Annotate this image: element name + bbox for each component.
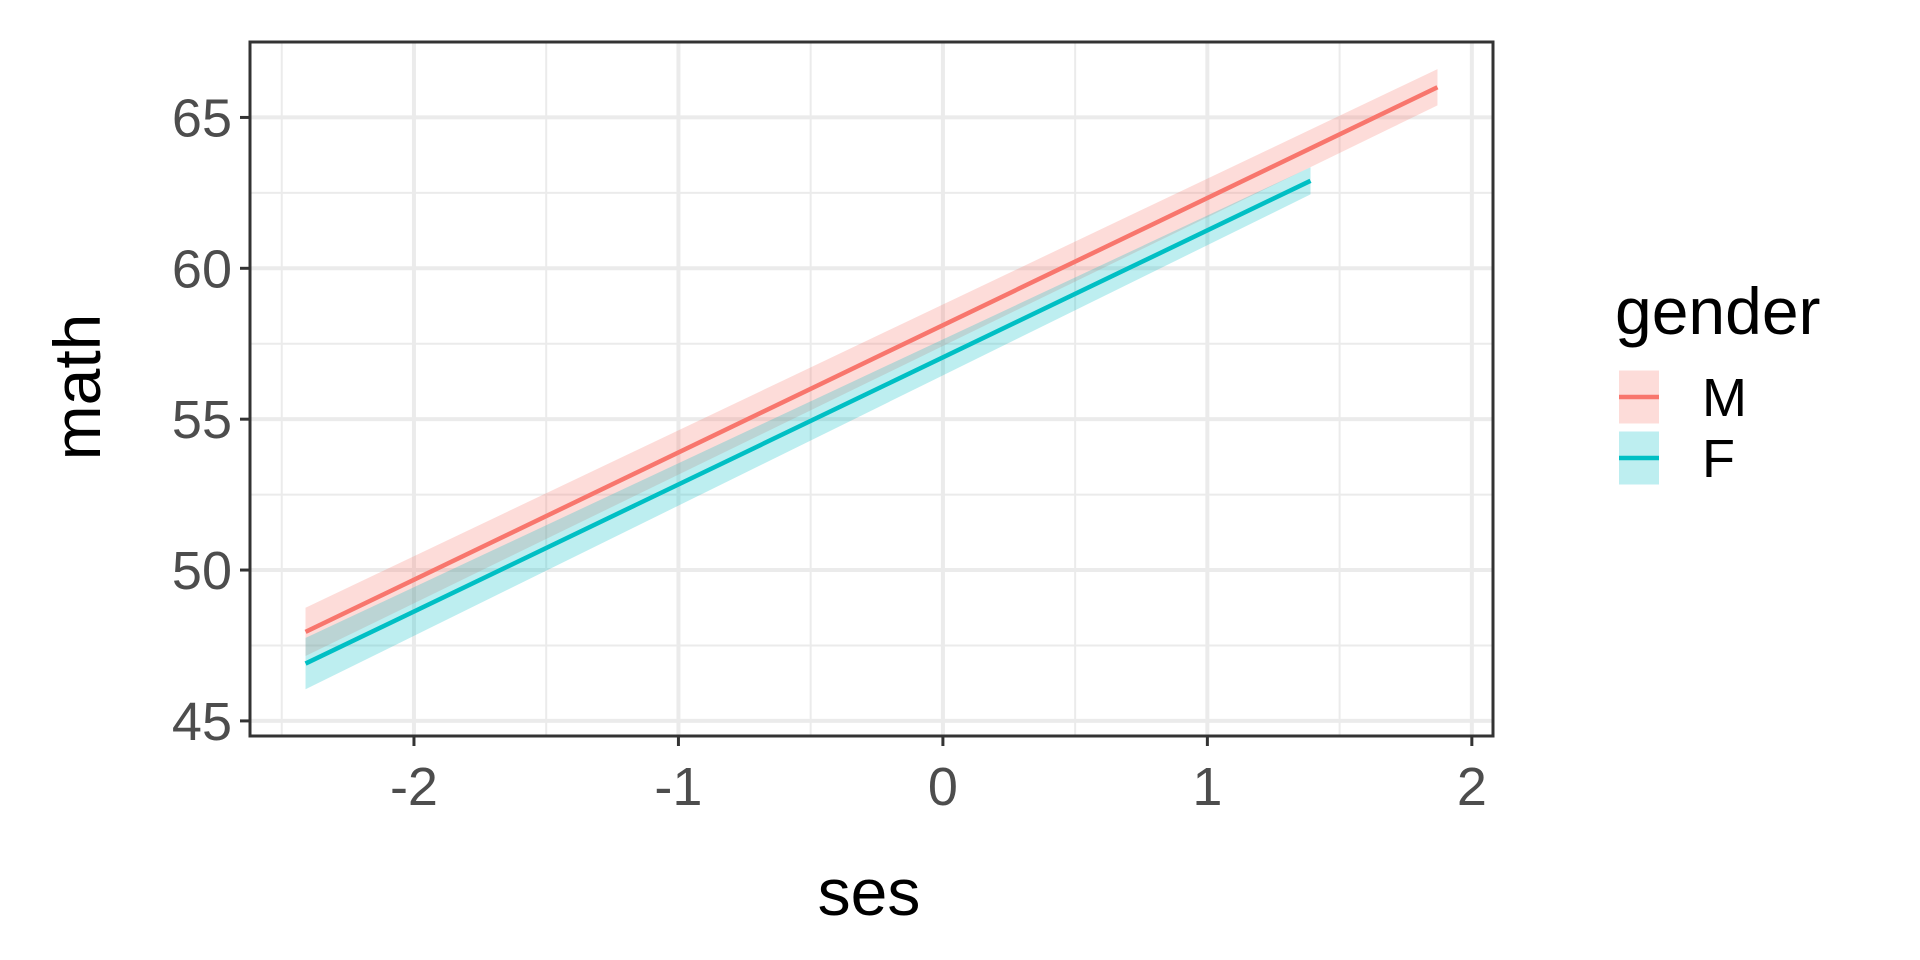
x-tick-label: -2 [390,757,438,817]
y-tick-label: 65 [172,88,232,148]
series-lines [304,85,1439,666]
y-axis: 45 50 55 60 65 [172,88,250,752]
x-tick-label: 2 [1457,757,1487,817]
x-tick-label: 1 [1192,757,1222,817]
confidence-ribbons [305,69,1438,690]
x-tick-label: -1 [654,757,702,817]
x-axis: -2 -1 0 1 2 [390,736,1487,817]
line-F [304,178,1312,666]
line-M [304,85,1439,634]
panel-grid [250,42,1493,736]
x-tick-label: 0 [928,757,958,817]
ribbon-M [305,69,1438,657]
legend: gender MF [1615,274,1821,489]
y-tick-label: 45 [172,692,232,752]
legend-keys: MF [1619,368,1747,489]
ribbon-F [305,167,1311,690]
y-tick-label: 50 [172,541,232,601]
x-axis-title: ses [818,855,921,929]
panel-background [250,42,1493,736]
y-axis-title: math [40,314,114,461]
y-tick-label: 60 [172,239,232,299]
y-tick-label: 55 [172,390,232,450]
panel-border [248,40,1495,738]
legend-label-M: M [1702,368,1747,428]
legend-label-F: F [1702,429,1735,489]
legend-title: gender [1615,274,1821,348]
